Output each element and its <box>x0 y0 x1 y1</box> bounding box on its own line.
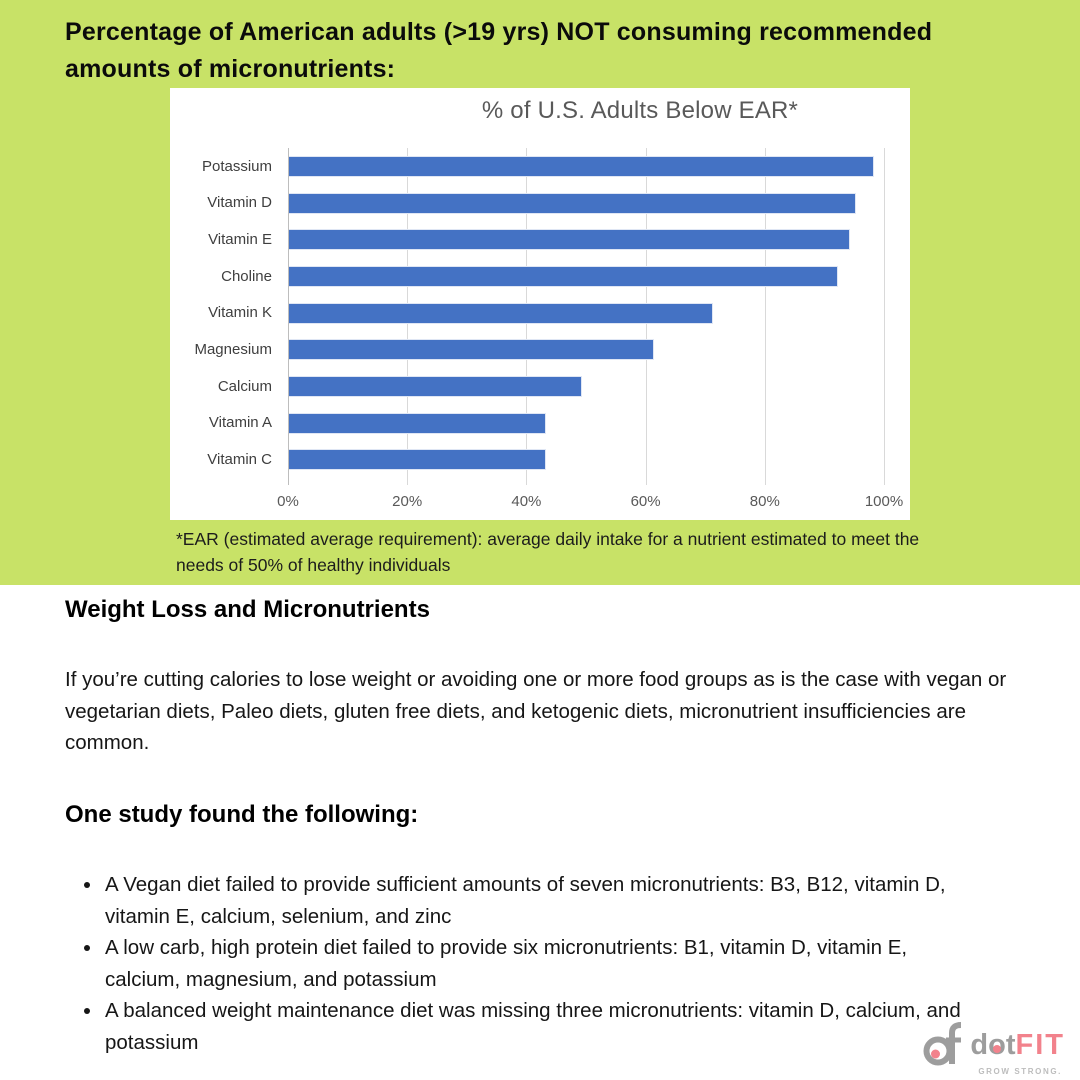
dotfit-logo: dotFIT GROW STRONG. <box>907 1021 1065 1076</box>
logo-wordmark: dotFIT <box>970 1028 1065 1061</box>
gridline <box>764 148 766 485</box>
category-label: Calcium <box>217 377 272 395</box>
logo-o-dot-icon <box>993 1044 1002 1053</box>
category-label: Choline <box>221 267 272 285</box>
dotfit-monogram-icon <box>923 1022 962 1066</box>
bar <box>289 265 839 287</box>
logo-text-fit: FIT <box>1015 1028 1065 1061</box>
category-label: Magnesium <box>194 341 272 359</box>
page-title-line-2: amounts of micronutrients: <box>65 55 396 83</box>
x-axis-label: 0% <box>277 493 299 510</box>
bar-chart: 0% 20% 40% 60% 80% 100% Potassium Vitamin D Vita… <box>194 148 903 510</box>
chart-panel: % of U.S. Adults Below EAR* 0% 20% 40% 60% 8… <box>170 88 910 520</box>
logo-text-dot: dot <box>970 1028 1016 1061</box>
x-axis-label: 100% <box>864 493 904 510</box>
logo-row: dotFIT <box>907 1021 1065 1069</box>
category-label: Vitamin A <box>208 414 272 432</box>
bar <box>289 302 714 324</box>
category-label: Vitamin C <box>207 451 272 469</box>
category-label: Potassium <box>201 157 272 175</box>
chart-footnote: *EAR (estimated average requirement): av… <box>176 529 920 575</box>
weight-loss-heading: Weight Loss and Micronutrients <box>65 596 430 623</box>
page-title: Percentage of American adults (>19 yrs) … <box>65 14 1045 88</box>
chart-title: % of U.S. Adults Below EAR* <box>481 97 799 124</box>
x-axis-label: 20% <box>392 493 423 510</box>
intro-paragraph: If you’re cutting calories to lose weigh… <box>65 668 1007 754</box>
bar <box>289 229 851 251</box>
gridline <box>288 148 289 485</box>
category-label: Vitamin D <box>207 194 272 212</box>
findings-list: A Vegan diet failed to provide sufficien… <box>65 869 963 1058</box>
x-axis-label: 40% <box>511 493 542 510</box>
x-axis-label: 80% <box>749 493 780 510</box>
x-axis-label: 60% <box>630 493 661 510</box>
study-heading: One study found the following: <box>65 801 419 828</box>
bar <box>289 449 547 471</box>
bar <box>289 412 547 434</box>
logo-tagline: GROW STRONG. <box>978 1067 1062 1076</box>
gridline <box>884 148 885 485</box>
list-item: A Vegan diet failed to provide sufficien… <box>103 869 963 932</box>
category-label: Vitamin K <box>208 304 272 322</box>
bar <box>289 156 875 177</box>
category-label: Vitamin E <box>208 231 272 249</box>
bar <box>289 375 583 397</box>
page-title-line-1: Percentage of American adults (>19 yrs) … <box>65 18 933 46</box>
hero-section: Percentage of American adults (>19 yrs) … <box>0 0 1080 585</box>
bar <box>289 192 857 214</box>
list-item: A balanced weight maintenance diet was m… <box>103 995 963 1058</box>
bar <box>289 339 654 361</box>
list-item: A low carb, high protein diet failed to … <box>103 932 963 995</box>
